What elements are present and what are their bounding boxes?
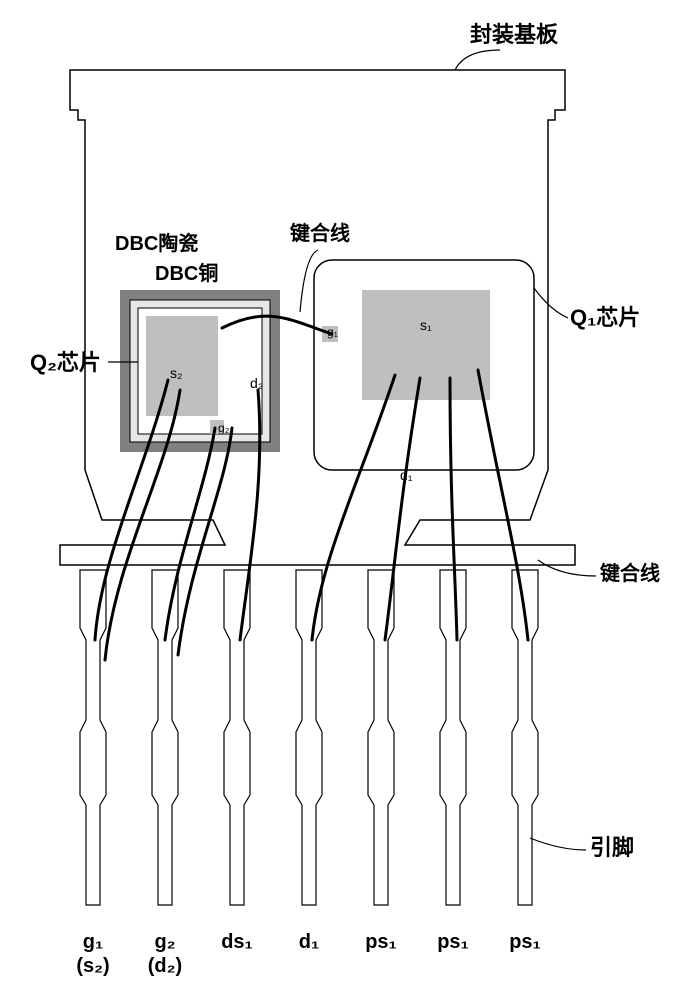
label-g1: g₁ <box>327 325 338 339</box>
label-bond_wire_top: 键合线 <box>290 221 350 245</box>
label-substrate: 封装基板 <box>470 22 559 47</box>
label-s1: s₁ <box>420 317 432 333</box>
label-d1: d₁ <box>400 467 413 483</box>
pin-label: ps₁ <box>509 931 541 953</box>
pin-label: ps₁ <box>437 931 469 953</box>
pin-label: ps₁ <box>365 931 397 953</box>
pin-label: g₁ <box>83 931 104 953</box>
label-q1_chip: Q₁芯片 <box>570 305 640 330</box>
label-dbc_copper: DBC铜 <box>155 261 218 285</box>
pin-label: d₁ <box>299 931 320 953</box>
label-q2_chip: Q₂芯片 <box>30 350 101 375</box>
pin-label: g₂ <box>154 931 175 953</box>
label-s2: s₂ <box>170 365 182 381</box>
label-bond_wire_side: 键合线 <box>600 561 660 585</box>
pin-label-sub: (s₂) <box>76 955 109 977</box>
label-pin: 引脚 <box>590 835 634 860</box>
pin-label-sub: (d₂) <box>148 955 182 977</box>
label-d2: d₂ <box>250 375 263 391</box>
label-dbc_ceramic: DBC陶瓷 <box>115 231 198 255</box>
q1-s1-pad <box>362 290 490 400</box>
label-g2: g₂ <box>218 421 230 435</box>
pin-label: ds₁ <box>221 931 253 953</box>
